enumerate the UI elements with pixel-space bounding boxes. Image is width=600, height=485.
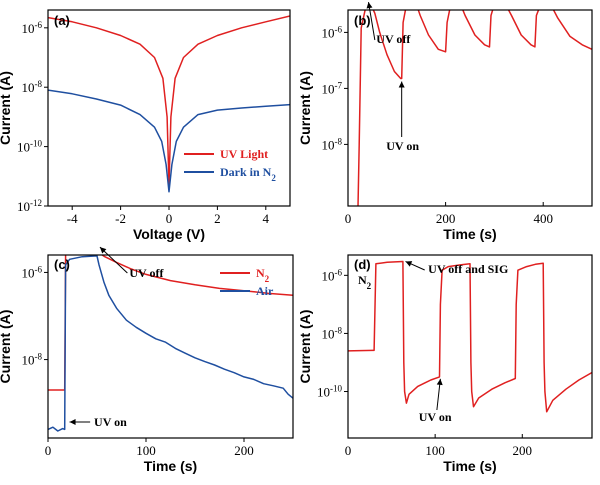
x-tick-label: 200 xyxy=(513,443,533,458)
arrow-uv-on-head xyxy=(69,419,76,425)
annotation-uv-off: UV off xyxy=(129,266,164,280)
x-axis-title: Time (s) xyxy=(443,226,496,242)
x-tick-label: 2 xyxy=(214,211,221,226)
arrow-uv-off-sig xyxy=(405,261,425,271)
annotation-uv-off: UV off xyxy=(376,32,411,46)
x-tick-label: 100 xyxy=(425,443,445,458)
chart-panel-2: 0 200 400 10-8 10-7 10-6 Time (s) Current (A) (b… xyxy=(297,9,593,242)
arrow-uv-on-head xyxy=(398,81,405,88)
series-line-4-1 xyxy=(348,260,592,413)
x-tick-label: -4 xyxy=(67,211,78,226)
x-tick-label: -2 xyxy=(115,211,126,226)
arrow-uv-off-shaft xyxy=(99,246,128,274)
arrow-uv-off xyxy=(366,2,376,41)
y-axis-title: Current (A) xyxy=(0,310,13,384)
arrow-uv-on xyxy=(436,378,443,411)
axis-frame xyxy=(347,254,593,439)
x-axis-title: Time (s) xyxy=(443,458,496,474)
panel-label: (c) xyxy=(54,257,70,272)
x-tick-label: 0 xyxy=(345,211,352,226)
y-tick-label: 10-10 xyxy=(17,139,42,155)
y-tick-label: 10-8 xyxy=(322,136,343,152)
legend-label-air: Air xyxy=(256,284,274,298)
chart-panel-1: -4 -2 0 2 4 10-12 10-10 10-8 10-6 Voltage (V) Curr… xyxy=(0,9,291,242)
legend-label-dark: Dark in N2 xyxy=(220,165,276,183)
arrow-uv-off-shaft xyxy=(368,2,376,41)
label-n2: N2 xyxy=(358,273,372,291)
x-axis-title: Voltage (V) xyxy=(133,226,205,242)
arrow-uv-on xyxy=(398,81,405,137)
panel-label: (a) xyxy=(54,13,70,28)
legend-label-uv-light: UV Light xyxy=(220,147,268,161)
y-tick-label: 10-6 xyxy=(22,20,43,36)
annotation-uv-off-sig: UV off and SIG xyxy=(428,262,508,276)
y-axis-title: Current (A) xyxy=(297,71,313,145)
x-axis-title: Time (s) xyxy=(144,458,197,474)
x-tick-label: 200 xyxy=(234,443,254,458)
annotation-uv-on: UV on xyxy=(386,139,419,153)
chart-panel-4: 0 100 200 10-10 10-8 10-6 Time (s) Current (A) (… xyxy=(297,254,593,474)
series-line-2-1 xyxy=(357,10,592,206)
y-tick-label: 10-8 xyxy=(22,352,43,368)
x-tick-label: 100 xyxy=(136,443,156,458)
arrow-uv-off-head xyxy=(366,2,373,9)
arrow-uv-off-head xyxy=(99,247,107,254)
arrow-uv-on-head xyxy=(436,378,443,386)
axis-frame xyxy=(47,254,294,439)
y-tick-label: 10-8 xyxy=(322,325,343,341)
legend-label-n2: N2 xyxy=(256,266,270,284)
x-tick-label: 4 xyxy=(263,211,270,226)
x-tick-label: 200 xyxy=(436,211,456,226)
y-tick-label: 10-6 xyxy=(22,264,43,280)
y-tick-label: 10-6 xyxy=(322,267,343,283)
y-tick-label: 10-8 xyxy=(22,79,43,95)
y-tick-label: 10-6 xyxy=(322,24,343,40)
annotation-uv-on: UV on xyxy=(419,410,452,424)
annotation-uv-on: UV on xyxy=(94,415,127,429)
y-tick-label: 10-7 xyxy=(322,80,343,96)
y-axis-title: Current (A) xyxy=(0,71,13,145)
x-tick-label: 0 xyxy=(166,211,173,226)
panel-label: (b) xyxy=(354,13,371,28)
series-line-3-2 xyxy=(48,255,293,432)
x-tick-label: 400 xyxy=(533,211,553,226)
axis-frame xyxy=(347,9,593,207)
x-tick-label: 0 xyxy=(345,443,352,458)
panel-label: (d) xyxy=(354,257,371,272)
series-line-1-2 xyxy=(48,89,290,193)
arrow-uv-on xyxy=(69,419,91,425)
y-axis-title: Current (A) xyxy=(297,310,313,384)
arrow-uv-off xyxy=(99,246,128,274)
x-tick-label: 0 xyxy=(45,443,52,458)
chart-panel-3: 0 100 200 10-8 10-6 Time (s) Current (A) (c) xyxy=(0,254,294,474)
y-tick-label: 10-12 xyxy=(17,198,42,214)
y-tick-label: 10-10 xyxy=(317,384,342,400)
arrow-uv-off-sig-head xyxy=(405,261,413,267)
